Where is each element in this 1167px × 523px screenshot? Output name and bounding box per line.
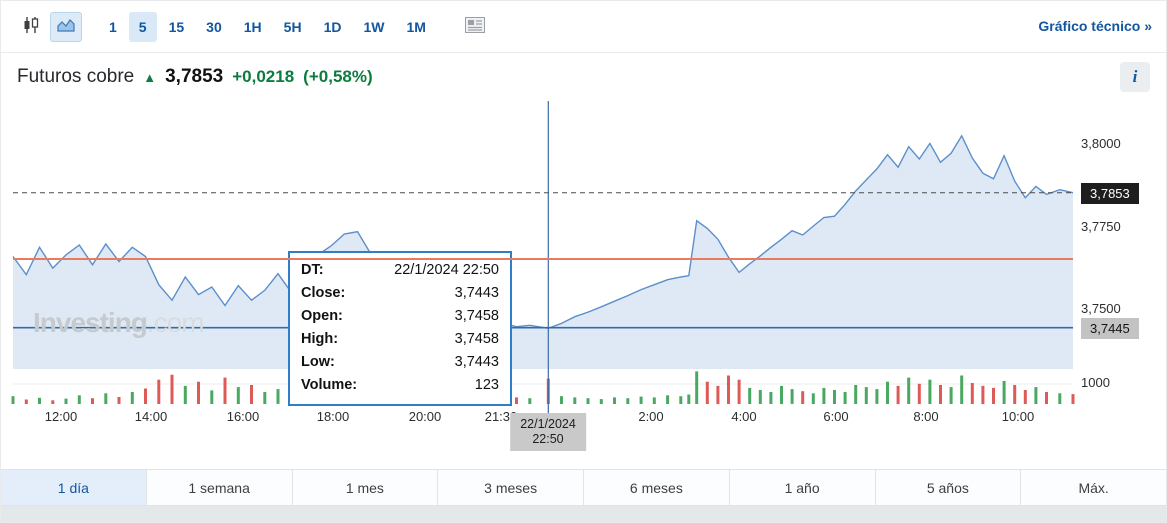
tab-1-semana[interactable]: 1 semana	[146, 470, 293, 505]
instrument-header: Futuros cobre ▲ 3,7853 +0,0218 (+0,58%) …	[1, 53, 1166, 101]
prev-close-line	[13, 258, 1073, 260]
area-chart-button[interactable]	[50, 11, 82, 42]
candlestick-icon	[22, 16, 40, 37]
x-axis-label: 2:00	[638, 409, 664, 424]
interval-button-1[interactable]: 1	[99, 12, 127, 42]
tab-5-anos[interactable]: 5 años	[875, 470, 1022, 505]
x-axis-label: 16:00	[226, 409, 260, 424]
up-arrow-icon: ▲	[143, 70, 157, 85]
interval-group: 1 5 15 30 1H 5H 1D 1W 1M	[99, 11, 436, 42]
last-price: 3,7853	[165, 66, 224, 87]
x-axis-label: 20:00	[408, 409, 442, 424]
tab-1-mes[interactable]: 1 mes	[292, 470, 439, 505]
candlestick-chart-button[interactable]	[15, 12, 47, 42]
x-axis-label: 6:00	[823, 409, 849, 424]
chart-toolbar: 1 5 15 30 1H 5H 1D 1W 1M	[1, 1, 1166, 53]
price-change: +0,0218	[232, 67, 295, 86]
y-axis-label: 3,7750	[1081, 219, 1121, 234]
x-axis-label: 21:30	[484, 409, 518, 424]
tab-max[interactable]: Máx.	[1021, 470, 1166, 505]
bottom-strip	[1, 506, 1166, 522]
technical-chart-link[interactable]: Gráfico técnico »	[1038, 17, 1152, 34]
volume-axis-label: 1000	[1081, 375, 1110, 390]
news-panel-icon	[464, 17, 485, 36]
investing-watermark: Investing.com	[33, 307, 205, 338]
interval-button-1m[interactable]: 1M	[396, 12, 435, 42]
last-price-tag: 3,7853	[1081, 183, 1139, 204]
chart-tooltip: DT: 22/1/2024 22:50 Close: 3,7443 Open: 3,7…	[288, 251, 512, 406]
interval-button-5h[interactable]: 5H	[274, 12, 312, 42]
interval-button-1d[interactable]: 1D	[314, 12, 352, 42]
interval-button-5[interactable]: 5	[128, 11, 157, 42]
interval-button-1h[interactable]: 1H	[234, 12, 272, 42]
x-axis-label: 10:00	[1001, 409, 1035, 424]
range-tabs: 1 día 1 semana 1 mes 3 meses 6 meses 1 a…	[1, 469, 1166, 506]
tab-6-meses[interactable]: 6 meses	[584, 470, 730, 505]
x-axis-label: 14:00	[134, 409, 168, 424]
area-chart-icon	[57, 18, 75, 35]
y-axis-label: 3,7500	[1081, 301, 1121, 316]
instrument-title: Futuros cobre	[17, 66, 135, 87]
level-price-tag: 3,7445	[1081, 318, 1139, 339]
news-panel-button[interactable]	[459, 12, 491, 42]
tab-3-meses[interactable]: 3 meses	[438, 470, 584, 505]
x-axis-label: 18:00	[316, 409, 350, 424]
tab-1-dia[interactable]: 1 día	[1, 470, 147, 505]
interval-button-15[interactable]: 15	[159, 12, 195, 42]
y-axis-label: 3,8000	[1081, 136, 1121, 151]
interval-button-30[interactable]: 30	[196, 12, 232, 42]
info-icon[interactable]: i	[1120, 62, 1150, 92]
x-axis-label: 8:00	[913, 409, 939, 424]
crosshair-time-tag: 22/1/2024 22:50	[510, 413, 586, 451]
price-change-percent: (+0,58%)	[303, 67, 373, 86]
tab-1-ano[interactable]: 1 año	[729, 470, 876, 505]
x-axis-label: 4:00	[731, 409, 757, 424]
x-axis-label: 12:00	[44, 409, 78, 424]
interval-button-1w[interactable]: 1W	[353, 12, 394, 42]
price-chart[interactable]: Investing.com DT: 22/1/2024 22:50 Close: 3…	[1, 101, 1166, 469]
